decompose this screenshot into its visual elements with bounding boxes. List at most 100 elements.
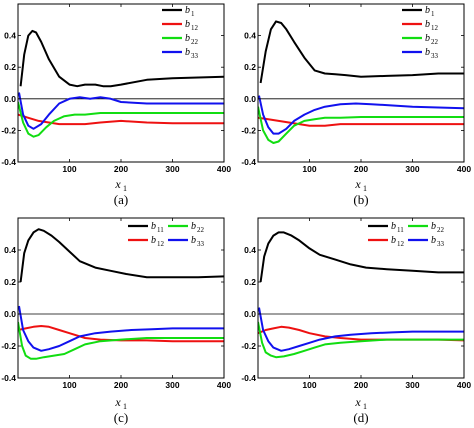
legend-label-subscript: 22 [431, 38, 439, 46]
legend-label-b12: b [391, 235, 396, 246]
panel-caption: (a) [114, 192, 128, 207]
series-line-b1 [19, 29, 224, 88]
y-tick-label: 0.0 [244, 309, 256, 319]
legend-label-subscript: 33 [437, 240, 445, 248]
series-line-b11 [19, 228, 224, 283]
x-axis-label: x [354, 177, 361, 191]
y-tick-label: 0.4 [4, 245, 16, 255]
y-tick-label: -0.4 [1, 157, 16, 167]
legend-label-b22: b [185, 33, 190, 44]
legend-label-subscript: 1 [191, 10, 195, 18]
legend-label-subscript: 11 [157, 226, 164, 234]
legend-label-b12: b [151, 235, 156, 246]
legend: b 1b 12b 22b 33 [162, 5, 199, 60]
x-tick-label: 400 [457, 164, 471, 174]
legend-label-subscript: 12 [431, 24, 439, 32]
x-tick-label: 100 [302, 380, 316, 390]
legend-label-subscript: 22 [437, 226, 445, 234]
y-tick-label: 0.2 [4, 277, 16, 287]
y-tick-label: -0.4 [1, 373, 16, 383]
y-tick-label: 0.4 [244, 31, 256, 41]
x-tick-label: 200 [354, 164, 368, 174]
series-line-b12 [18, 325, 224, 343]
x-tick-label: 100 [62, 380, 76, 390]
y-tick-label: 0.4 [244, 245, 256, 255]
series-line-b33 [18, 92, 224, 130]
legend-label-b33: b [191, 235, 196, 246]
x-tick-label: 400 [217, 164, 231, 174]
panel-caption: (d) [353, 410, 368, 425]
legend-label-b12: b [185, 19, 190, 30]
legend-label-b33: b [185, 47, 190, 58]
x-axis-label-subscript: 1 [363, 402, 367, 411]
y-tick-label: 0.0 [4, 94, 16, 104]
x-tick-label: 300 [165, 164, 179, 174]
x-tick-label: 100 [302, 164, 316, 174]
y-tick-label: -0.4 [241, 373, 256, 383]
series-line-b12 [258, 116, 464, 127]
x-tick-label: 200 [114, 164, 128, 174]
x-tick-label: 300 [405, 380, 419, 390]
y-tick-label: -0.2 [1, 341, 16, 351]
x-axis-label: x [354, 395, 361, 409]
x-tick-label: 400 [217, 380, 231, 390]
series-line-b33 [258, 307, 464, 352]
x-axis-label-subscript: 1 [123, 402, 127, 411]
legend-label-b1: b [185, 5, 190, 16]
legend-label-b12: b [425, 19, 430, 30]
y-tick-label: -0.2 [241, 125, 256, 135]
legend-label-subscript: 12 [191, 24, 199, 32]
y-tick-label: 0.2 [244, 277, 256, 287]
legend-label-b11: b [151, 221, 156, 232]
legend: b 11b 12b 22b 33 [368, 221, 445, 248]
x-tick-label: 300 [405, 164, 419, 174]
y-tick-label: 0.2 [4, 62, 16, 72]
series-line-b22 [18, 321, 224, 360]
legend-label-b22: b [425, 33, 430, 44]
panel-caption: (b) [353, 192, 368, 207]
x-tick-label: 200 [354, 380, 368, 390]
x-axis-label: x [114, 395, 121, 409]
y-tick-label: 0.2 [244, 62, 256, 72]
series-line-b11 [259, 231, 464, 283]
legend-label-b33: b [425, 47, 430, 58]
x-tick-label: 100 [62, 164, 76, 174]
legend-label-subscript: 11 [397, 226, 404, 234]
series-line-b33 [258, 95, 464, 135]
legend-label-b11: b [391, 221, 396, 232]
y-tick-label: 0.0 [244, 94, 256, 104]
legend-label-subscript: 33 [431, 52, 439, 60]
legend-label-b22: b [431, 221, 436, 232]
x-axis-label-subscript: 1 [123, 184, 127, 193]
legend-label-b22: b [191, 221, 196, 232]
x-axis-label-subscript: 1 [363, 184, 367, 193]
series-line-b12 [18, 113, 224, 126]
legend-label-subscript: 12 [397, 240, 405, 248]
x-tick-label: 400 [457, 380, 471, 390]
x-tick-label: 200 [114, 380, 128, 390]
legend-label-b33: b [431, 235, 436, 246]
legend-label-b1: b [425, 5, 430, 16]
legend-label-subscript: 22 [191, 38, 199, 46]
panel-caption: (c) [114, 410, 128, 425]
series-line-b1 [259, 20, 464, 84]
y-tick-label: -0.2 [1, 125, 16, 135]
y-tick-label: -0.2 [241, 341, 256, 351]
series-line-b22 [258, 106, 464, 144]
legend-label-subscript: 22 [197, 226, 205, 234]
legend-label-subscript: 12 [157, 240, 165, 248]
legend-label-subscript: 33 [191, 52, 199, 60]
legend-label-subscript: 1 [431, 10, 435, 18]
legend: b 11b 12b 22b 33 [128, 221, 205, 248]
legend: b 1b 12b 22b 33 [402, 5, 439, 60]
x-tick-label: 300 [165, 380, 179, 390]
x-axis-label: x [114, 177, 121, 191]
series-line-b33 [18, 305, 224, 352]
y-tick-label: 0.0 [4, 309, 16, 319]
legend-label-subscript: 33 [197, 240, 205, 248]
